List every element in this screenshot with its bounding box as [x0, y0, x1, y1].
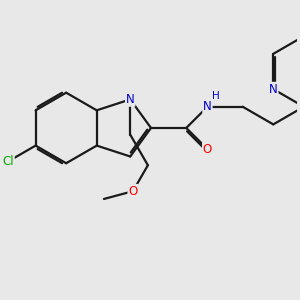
Text: H: H [212, 91, 220, 101]
Text: O: O [128, 185, 137, 198]
Text: N: N [203, 100, 212, 113]
Text: N: N [126, 93, 135, 106]
Text: N: N [269, 82, 278, 96]
Text: Cl: Cl [2, 155, 14, 168]
Text: O: O [203, 143, 212, 156]
